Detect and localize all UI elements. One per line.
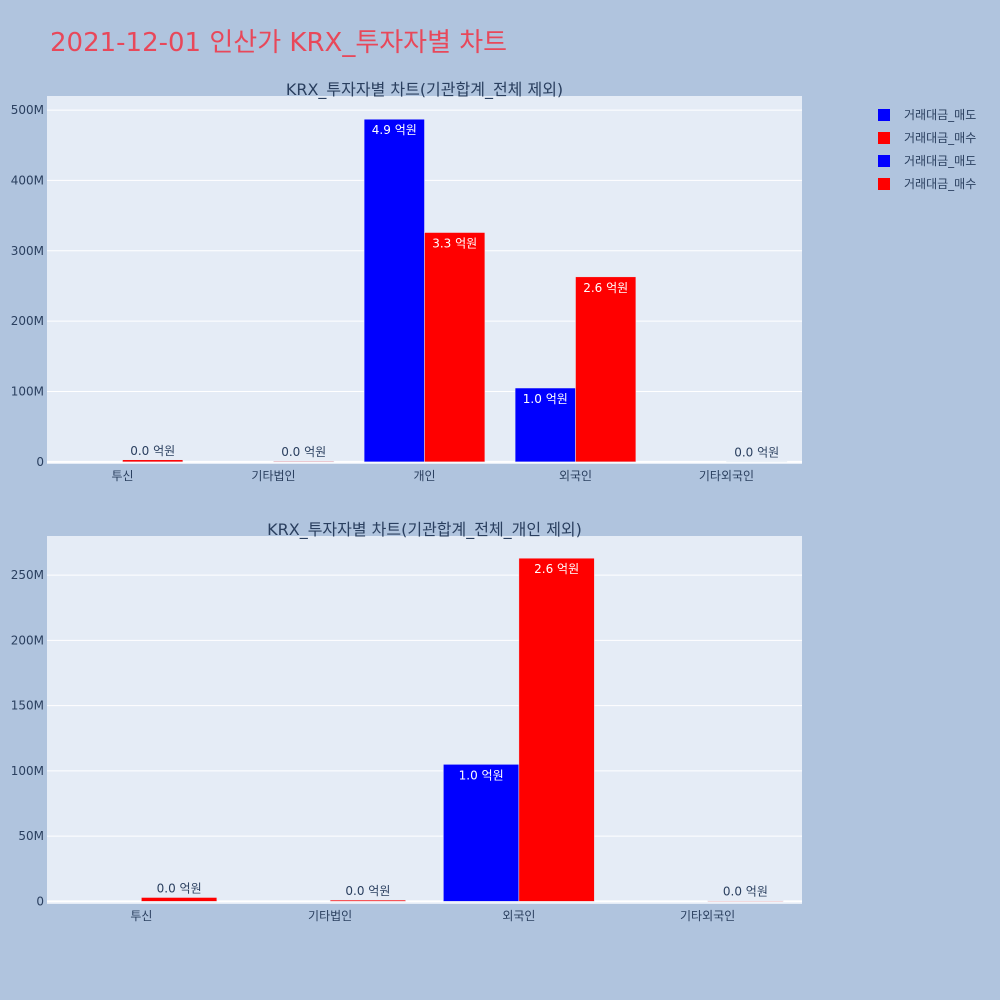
bar [329,899,406,902]
x-tick-label: 투신 [130,909,152,923]
legend-swatch-icon [878,131,890,144]
bar [363,118,425,463]
x-tick-label: 기타외국인 [680,909,735,923]
data-label: 4.9 억원 [372,123,417,137]
legend-item[interactable]: 거래대금_매도 [868,149,976,172]
bar [443,764,520,902]
legend-item[interactable]: 거래대금_매수 [868,126,976,149]
plot-area [47,536,802,904]
subplot-title: KRX_투자자별 차트(기관합계_전체 제외) [286,80,563,100]
legend-label: 거래대금_매도 [904,154,977,168]
x-tick-label: 외국인 [502,909,535,923]
data-label: 0.0 억원 [345,884,390,898]
data-label: 2.6 억원 [583,281,628,295]
data-label: 1.0 억원 [459,768,504,782]
y-tick-label: 400M [11,173,44,187]
x-tick-label: 기타외국인 [699,469,754,483]
y-tick-label: 200M [11,633,44,647]
data-label: 3.3 억원 [432,237,477,251]
data-label: 2.6 억원 [534,562,579,576]
bar [424,232,486,463]
subplot-title: KRX_투자자별 차트(기관합계_전체_개인 제외) [267,520,582,540]
data-label: 0.0 억원 [157,881,202,895]
legend-swatch-icon [878,177,890,190]
data-label: 0.0 억원 [723,885,768,899]
bar [141,897,218,902]
page-title: 2021-12-01 인산가 KRX_투자자별 차트 [50,28,508,58]
y-tick-label: 50M [18,829,44,843]
x-tick-label: 투신 [111,469,133,483]
y-tick-label: 200M [11,314,44,328]
legend-item[interactable]: 거래대금_매수 [868,172,976,195]
legend-item[interactable]: 거래대금_매도 [868,103,976,126]
bar [707,900,784,902]
x-tick-label: 기타법인 [251,469,295,483]
data-label: 0.0 억원 [130,444,175,458]
y-tick-label: 0 [36,894,44,908]
bar [273,460,335,463]
y-tick-label: 500M [11,103,44,117]
bar [122,459,184,463]
data-label: 0.0 억원 [734,446,779,460]
y-tick-label: 300M [11,244,44,258]
y-tick-label: 100M [11,764,44,778]
legend-swatch-icon [878,108,890,121]
data-label: 1.0 억원 [523,392,568,406]
y-tick-label: 250M [11,568,44,582]
x-tick-label: 기타법인 [308,909,352,923]
legend-swatch-icon [878,154,890,167]
bar [575,276,637,463]
x-tick-label: 외국인 [559,469,592,483]
bar [514,387,576,463]
x-tick-label: 개인 [413,469,435,483]
y-tick-label: 0 [36,455,44,469]
legend-label: 거래대금_매도 [904,108,977,122]
y-tick-label: 150M [11,699,44,713]
bar [518,557,595,902]
legend-label: 거래대금_매수 [904,177,977,191]
legend: 거래대금_매도 거래대금_매수 거래대금_매도 거래대금_매수 [868,103,976,195]
legend-label: 거래대금_매수 [904,131,977,145]
y-tick-label: 100M [11,385,44,399]
data-label: 0.0 억원 [281,445,326,459]
